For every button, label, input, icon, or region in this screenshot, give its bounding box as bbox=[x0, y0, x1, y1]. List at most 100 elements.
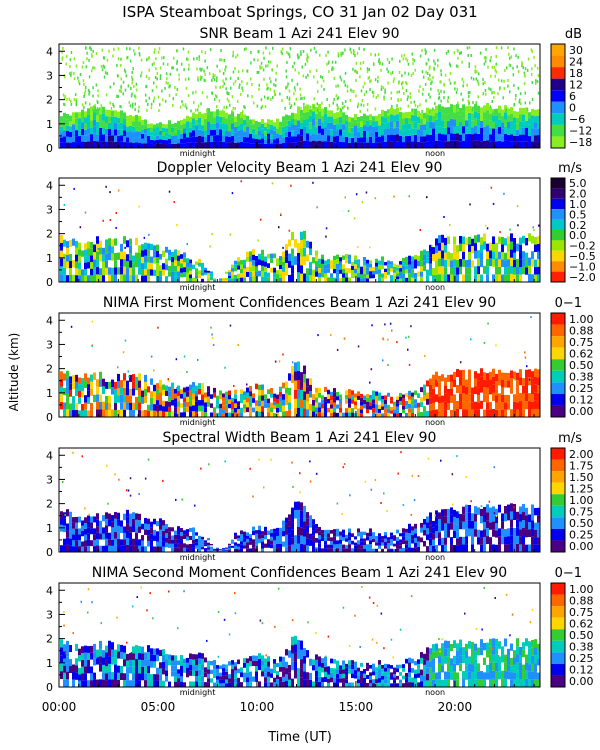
data-cell bbox=[195, 654, 198, 660]
data-cell bbox=[480, 134, 483, 142]
data-cell bbox=[216, 679, 219, 684]
y-tick-label: 4 bbox=[46, 449, 53, 462]
data-cell bbox=[516, 394, 519, 403]
data-cell bbox=[534, 392, 537, 401]
clutter-dot bbox=[212, 76, 214, 79]
data-cell bbox=[240, 130, 243, 137]
data-cell bbox=[213, 117, 216, 124]
data-cell bbox=[507, 128, 510, 135]
data-cell bbox=[153, 269, 156, 276]
data-cell bbox=[408, 528, 411, 534]
data-cell bbox=[189, 142, 192, 148]
colorbar-swatch bbox=[551, 261, 565, 272]
data-cell bbox=[501, 409, 504, 417]
data-cell bbox=[426, 534, 429, 541]
data-cell bbox=[243, 125, 246, 132]
clutter-dot bbox=[162, 479, 164, 482]
data-cell bbox=[348, 116, 351, 122]
data-cell bbox=[129, 666, 132, 674]
data-cell bbox=[150, 262, 153, 270]
data-cell bbox=[279, 535, 282, 540]
clutter-dot bbox=[494, 110, 497, 113]
data-cell bbox=[168, 255, 171, 261]
data-cell bbox=[330, 122, 333, 130]
data-cell bbox=[534, 135, 537, 142]
data-cell bbox=[249, 541, 252, 545]
data-cell bbox=[150, 139, 153, 144]
data-cell bbox=[132, 381, 135, 389]
data-cell bbox=[456, 252, 459, 260]
data-cell bbox=[381, 406, 384, 410]
clutter-dot bbox=[537, 91, 540, 95]
clutter-dot bbox=[456, 87, 458, 91]
clutter-dot bbox=[437, 97, 440, 100]
clutter-dot bbox=[467, 53, 469, 57]
data-cell bbox=[531, 121, 534, 129]
data-cell bbox=[345, 267, 348, 273]
data-cell bbox=[219, 676, 222, 680]
clutter-dot bbox=[474, 69, 476, 73]
data-cell bbox=[153, 136, 156, 141]
data-cell bbox=[306, 254, 309, 262]
data-cell bbox=[99, 371, 102, 380]
clutter-dot bbox=[363, 81, 366, 85]
data-cell bbox=[111, 533, 114, 540]
data-cell bbox=[321, 109, 324, 116]
data-cell bbox=[141, 653, 144, 661]
clutter-dot bbox=[303, 107, 305, 111]
data-cell bbox=[309, 521, 312, 528]
data-cell bbox=[168, 134, 171, 139]
clutter-dot bbox=[354, 54, 356, 58]
data-cell bbox=[180, 548, 183, 552]
data-cell bbox=[474, 111, 477, 119]
colorbar-label: 1.0 bbox=[569, 198, 587, 211]
clutter-dot bbox=[294, 88, 297, 92]
data-cell bbox=[414, 115, 417, 122]
data-cell bbox=[417, 412, 420, 417]
clutter-dot bbox=[299, 87, 301, 91]
data-cell bbox=[537, 515, 540, 523]
data-cell bbox=[207, 678, 210, 683]
data-cell bbox=[300, 408, 303, 417]
data-cell bbox=[525, 114, 528, 121]
data-cell bbox=[303, 112, 306, 120]
data-cell bbox=[201, 664, 204, 671]
data-cell bbox=[378, 142, 381, 148]
clutter-dot bbox=[485, 56, 487, 60]
clutter-dot bbox=[206, 66, 209, 70]
data-cell bbox=[306, 545, 309, 552]
colorbar-label: −0.5 bbox=[569, 250, 596, 263]
clutter-dot bbox=[260, 61, 263, 65]
data-cell bbox=[498, 133, 501, 141]
data-cell bbox=[324, 537, 327, 541]
data-cell bbox=[102, 657, 105, 665]
data-cell bbox=[69, 142, 72, 148]
data-cell bbox=[459, 235, 462, 244]
data-cell bbox=[132, 132, 135, 138]
data-cell bbox=[432, 388, 435, 396]
clutter-dot bbox=[396, 104, 398, 108]
data-cell bbox=[81, 275, 84, 282]
data-cell bbox=[471, 141, 474, 148]
data-cell bbox=[198, 270, 201, 275]
y-tick-label: 0 bbox=[46, 142, 53, 155]
data-cell bbox=[120, 110, 123, 117]
data-cell bbox=[69, 518, 72, 526]
data-cell bbox=[498, 119, 501, 127]
data-cell bbox=[141, 120, 144, 125]
data-cell bbox=[468, 504, 471, 513]
data-cell bbox=[357, 127, 360, 133]
clutter-dot bbox=[440, 73, 443, 77]
data-cell bbox=[279, 134, 282, 140]
clutter-dot bbox=[131, 75, 133, 79]
data-cell bbox=[471, 238, 474, 246]
data-cell bbox=[495, 395, 498, 403]
data-cell bbox=[276, 535, 279, 540]
data-cell bbox=[486, 133, 489, 141]
data-cell bbox=[141, 660, 144, 667]
clutter-dot bbox=[491, 91, 493, 95]
clutter-dot bbox=[335, 84, 337, 88]
clutter-dot bbox=[521, 62, 523, 66]
data-cell bbox=[105, 395, 108, 403]
y-tick-label: 4 bbox=[46, 179, 53, 192]
